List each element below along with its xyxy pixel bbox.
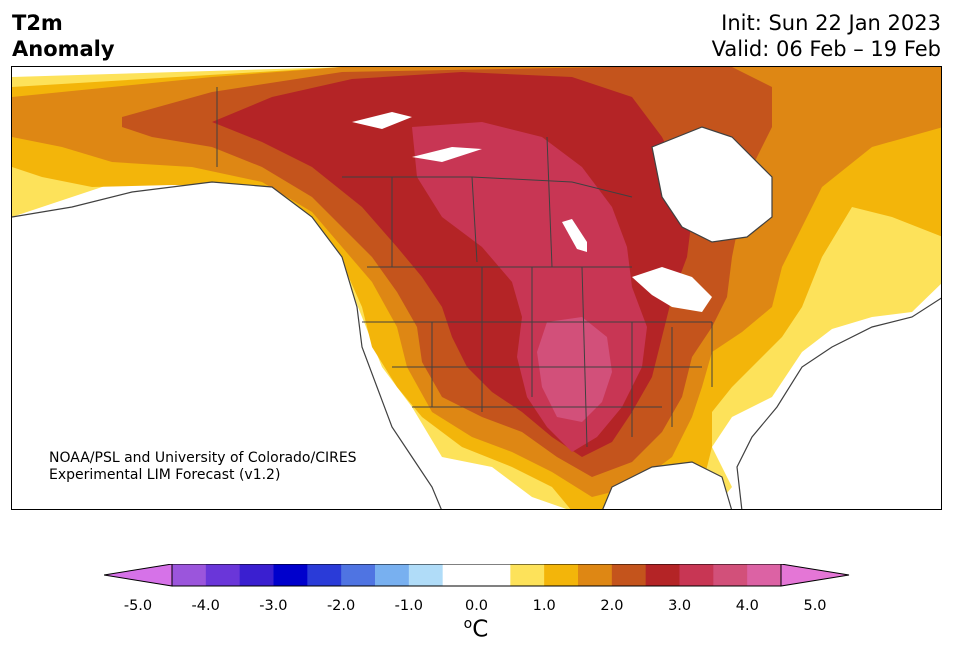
- init-date: Init: Sun 22 Jan 2023: [721, 11, 941, 35]
- valid-range: Valid: 06 Feb – 19 Feb: [711, 37, 941, 61]
- atlantic-ocean: [737, 298, 941, 509]
- colorbar-tick-label: -2.0: [326, 598, 356, 614]
- colorbar-cell: [172, 564, 207, 586]
- anomaly-map: [11, 66, 942, 510]
- colorbar-cell: [442, 564, 477, 586]
- colorbar-cell: [408, 564, 444, 586]
- unit-letter: C: [472, 616, 489, 643]
- map-svg: [12, 67, 941, 509]
- colorbar-tick-label: -3.0: [259, 598, 288, 614]
- colorbar-tick-label: 3.0: [668, 598, 692, 614]
- map-title: T2m Anomaly: [12, 10, 115, 62]
- forecast-dates: Init: Sun 22 Jan 2023 Valid: 06 Feb – 19…: [712, 10, 941, 62]
- colorbar-tick-label: 1.0: [532, 598, 556, 614]
- colorbar-cell: [510, 564, 545, 586]
- arctic-water-2: [412, 147, 482, 162]
- colorbar-cell: [205, 564, 241, 586]
- colorbar-cell: [611, 564, 647, 586]
- colorbar-tick-label: 0.0: [464, 598, 489, 614]
- colorbar-cell: [307, 564, 342, 586]
- colorbar-cell: [544, 564, 579, 586]
- colorbar-cells: [172, 564, 782, 586]
- coastline: [12, 126, 941, 509]
- pacific-ocean: [12, 182, 442, 509]
- great-lakes: [632, 267, 712, 312]
- colorbar-cell: [476, 564, 511, 586]
- title-line-2: Anomaly: [12, 37, 115, 61]
- colorbar-cell: [679, 564, 714, 586]
- forecast-credit: NOAA/PSL and University of Colorado/CIRE…: [49, 450, 357, 484]
- colorbar-tick-label: -5.0: [123, 598, 153, 614]
- colorbar-tick-label: -4.0: [191, 598, 220, 614]
- colorbar-outline: [171, 564, 782, 587]
- credit-line-2: Experimental LIM Forecast (v1.2): [49, 467, 281, 483]
- gulf-of-mexico: [602, 462, 732, 509]
- colorbar-unit: oC: [464, 616, 489, 643]
- hudson-bay: [652, 127, 772, 242]
- colorbar-cell: [239, 564, 274, 586]
- political-boundaries: [216, 87, 713, 448]
- colorbar-cell: [341, 564, 376, 586]
- colorbar-tick-label: 2.0: [600, 598, 624, 614]
- colorbar-cell: [747, 564, 782, 586]
- colorbar-cell: [578, 564, 613, 586]
- lake-winnipeg: [562, 219, 587, 252]
- colorbar-cell: [645, 564, 680, 586]
- colorbar-extend-high: [780, 564, 850, 587]
- anomaly-band-4.0: [537, 317, 612, 422]
- colorbar-tick-label: 4.0: [735, 598, 759, 614]
- title-line-1: T2m: [12, 11, 63, 35]
- colorbar-cell: [713, 564, 748, 586]
- arctic-water-1: [352, 112, 412, 129]
- colorbar: [104, 564, 850, 587]
- colorbar-cell: [375, 564, 410, 586]
- colorbar-extend-low: [104, 564, 173, 587]
- colorbar-tick-label: 5.0: [803, 598, 827, 614]
- colorbar-cell: [273, 564, 308, 586]
- unit-degree: o: [463, 616, 473, 632]
- credit-line-1: NOAA/PSL and University of Colorado/CIRE…: [49, 450, 357, 466]
- colorbar-tick-label: -1.0: [394, 598, 423, 614]
